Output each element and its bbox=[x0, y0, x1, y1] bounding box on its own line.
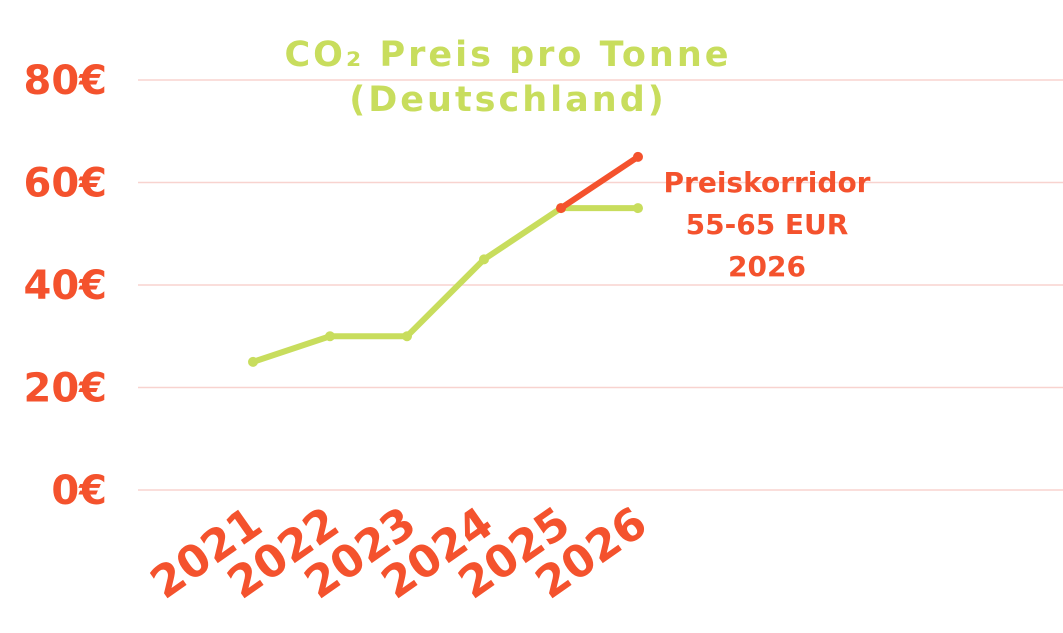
annotation-line-2: 55-65 EUR bbox=[686, 208, 849, 241]
chart-title-line-2: (Deutschland) bbox=[349, 80, 667, 120]
series-0-point-3 bbox=[479, 254, 489, 265]
y-tick-label-3: 60€ bbox=[24, 161, 108, 207]
grid-lines bbox=[138, 79, 1063, 491]
series-1-line bbox=[558, 153, 641, 212]
series-0-point-1 bbox=[325, 331, 335, 342]
series-1-point-1 bbox=[633, 151, 643, 162]
series-0-point-0 bbox=[248, 356, 258, 367]
y-tick-label-4: 80€ bbox=[24, 58, 108, 104]
series-0-line bbox=[250, 205, 641, 365]
price-corridor-annotation: Preiskorridor 55-65 EUR 2026 bbox=[664, 166, 871, 283]
y-tick-label-2: 40€ bbox=[24, 263, 108, 309]
annotation-line-3: 2026 bbox=[728, 250, 806, 283]
series-0-point-2 bbox=[402, 331, 412, 342]
y-tick-label-0: 0€ bbox=[51, 468, 107, 514]
series-0-point-5 bbox=[633, 203, 643, 214]
chart-title-line-1: CO₂ Preis pro Tonne bbox=[284, 35, 731, 75]
series-1-point-0 bbox=[556, 203, 566, 214]
series-lines bbox=[248, 151, 643, 367]
y-axis-ticks: 0€ 20€ 40€ 60€ 80€ bbox=[24, 58, 108, 514]
y-tick-label-1: 20€ bbox=[24, 366, 108, 412]
annotation-line-1: Preiskorridor bbox=[664, 166, 871, 199]
